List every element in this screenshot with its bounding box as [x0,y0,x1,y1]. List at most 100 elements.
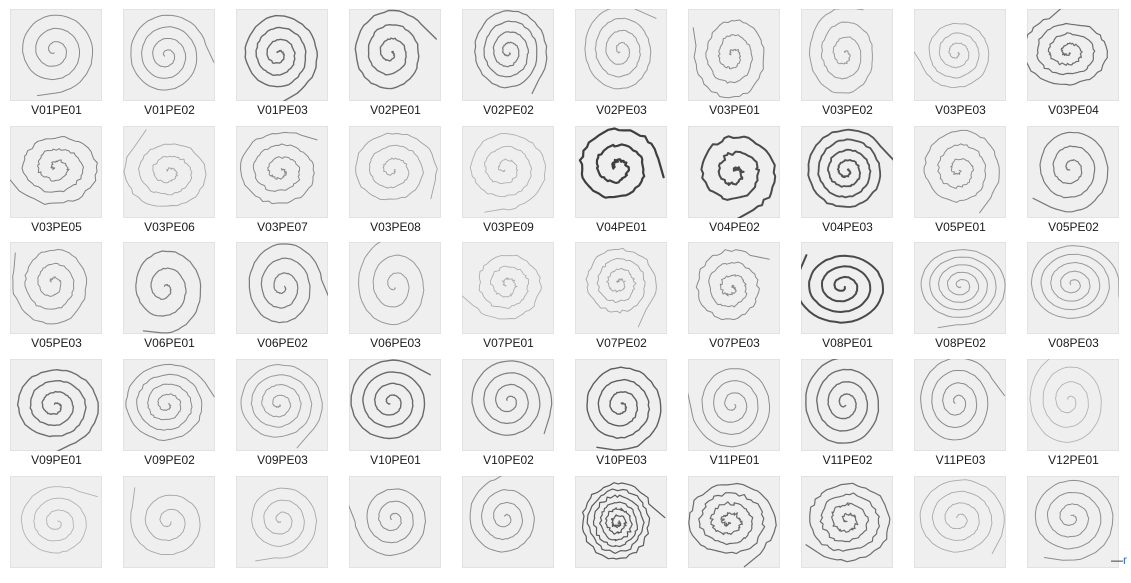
thumbnail-item[interactable]: V04PE02 [678,117,791,233]
thumbnail-item[interactable]: V09PE03 [226,350,339,466]
spiral-drawing-thumbnail[interactable] [914,359,1006,451]
thumbnail-item[interactable] [0,467,113,583]
thumbnail-item[interactable] [791,467,904,583]
spiral-drawing-thumbnail[interactable] [801,9,893,101]
thumbnail-item[interactable] [113,467,226,583]
spiral-drawing-thumbnail[interactable] [462,359,554,451]
spiral-drawing-thumbnail[interactable] [123,242,215,334]
spiral-drawing-thumbnail[interactable] [10,126,102,218]
spiral-drawing-thumbnail[interactable] [10,476,102,568]
thumbnail-item[interactable]: V09PE02 [113,350,226,466]
spiral-drawing-thumbnail[interactable] [236,359,328,451]
spiral-drawing-thumbnail[interactable] [462,9,554,101]
spiral-drawing-thumbnail[interactable] [914,242,1006,334]
thumbnail-item[interactable]: V02PE02 [452,0,565,116]
spiral-drawing-thumbnail[interactable] [236,242,328,334]
thumbnail-item[interactable] [904,467,1017,583]
spiral-drawing-thumbnail[interactable] [801,242,893,334]
thumbnail-item[interactable]: V03PE06 [113,117,226,233]
spiral-drawing-thumbnail[interactable] [349,476,441,568]
thumbnail-item[interactable] [678,467,791,583]
spiral-drawing-thumbnail[interactable] [688,9,780,101]
spiral-drawing-thumbnail[interactable] [123,476,215,568]
thumbnail-item[interactable]: V10PE02 [452,350,565,466]
spiral-drawing-thumbnail[interactable] [688,476,780,568]
thumbnail-item[interactable]: V03PE05 [0,117,113,233]
thumbnail-item[interactable]: V08PE02 [904,233,1017,349]
thumbnail-item[interactable]: V08PE01 [791,233,904,349]
thumbnail-item[interactable]: V09PE01 [0,350,113,466]
thumbnail-item[interactable] [452,467,565,583]
spiral-drawing-thumbnail[interactable] [914,9,1006,101]
spiral-drawing-thumbnail[interactable] [1027,126,1119,218]
window-corner-indicator[interactable]: —r [1111,554,1127,566]
spiral-drawing-thumbnail[interactable] [688,359,780,451]
thumbnail-item[interactable]: V03PE08 [339,117,452,233]
thumbnail-item[interactable]: V03PE04 [1017,0,1130,116]
spiral-drawing-thumbnail[interactable] [801,126,893,218]
spiral-drawing-thumbnail[interactable] [1027,476,1119,568]
spiral-drawing-thumbnail[interactable] [1027,9,1119,101]
thumbnail-item[interactable]: V05PE03 [0,233,113,349]
spiral-drawing-thumbnail[interactable] [462,242,554,334]
thumbnail-item[interactable]: V07PE01 [452,233,565,349]
spiral-drawing-thumbnail[interactable] [462,126,554,218]
thumbnail-item[interactable]: V01PE03 [226,0,339,116]
spiral-drawing-thumbnail[interactable] [1027,359,1119,451]
thumbnail-item[interactable]: V11PE02 [791,350,904,466]
spiral-drawing-thumbnail[interactable] [1027,242,1119,334]
thumbnail-item[interactable]: V03PE03 [904,0,1017,116]
spiral-drawing-thumbnail[interactable] [575,9,667,101]
spiral-drawing-thumbnail[interactable] [123,359,215,451]
thumbnail-item[interactable]: V01PE02 [113,0,226,116]
spiral-drawing-thumbnail[interactable] [801,476,893,568]
thumbnail-item[interactable]: V02PE03 [565,0,678,116]
spiral-drawing-thumbnail[interactable] [349,242,441,334]
thumbnail-item[interactable]: V07PE03 [678,233,791,349]
thumbnail-item[interactable]: V03PE01 [678,0,791,116]
thumbnail-item[interactable]: V06PE02 [226,233,339,349]
spiral-drawing-thumbnail[interactable] [575,359,667,451]
spiral-drawing-thumbnail[interactable] [575,242,667,334]
thumbnail-item[interactable]: V10PE01 [339,350,452,466]
spiral-drawing-thumbnail[interactable] [688,242,780,334]
spiral-drawing-thumbnail[interactable] [236,126,328,218]
thumbnail-item[interactable]: V08PE03 [1017,233,1130,349]
spiral-drawing-thumbnail[interactable] [914,126,1006,218]
spiral-drawing-thumbnail[interactable] [462,476,554,568]
spiral-drawing-thumbnail[interactable] [349,359,441,451]
thumbnail-item[interactable]: V03PE09 [452,117,565,233]
spiral-drawing-thumbnail[interactable] [914,476,1006,568]
spiral-drawing-thumbnail[interactable] [575,476,667,568]
spiral-drawing-thumbnail[interactable] [688,126,780,218]
spiral-drawing-thumbnail[interactable] [236,476,328,568]
thumbnail-item[interactable]: V03PE02 [791,0,904,116]
thumbnail-item[interactable]: V06PE03 [339,233,452,349]
thumbnail-item[interactable]: V04PE01 [565,117,678,233]
thumbnail-item[interactable]: V11PE03 [904,350,1017,466]
thumbnail-item[interactable]: V12PE01 [1017,350,1130,466]
thumbnail-item[interactable]: V05PE02 [1017,117,1130,233]
spiral-drawing-thumbnail[interactable] [575,126,667,218]
spiral-drawing-thumbnail[interactable] [10,242,102,334]
spiral-drawing-thumbnail[interactable] [801,359,893,451]
thumbnail-item[interactable]: V04PE03 [791,117,904,233]
spiral-drawing-thumbnail[interactable] [123,9,215,101]
spiral-drawing-thumbnail[interactable] [10,9,102,101]
spiral-drawing-thumbnail[interactable] [236,9,328,101]
thumbnail-item[interactable] [339,467,452,583]
thumbnail-item[interactable]: V07PE02 [565,233,678,349]
spiral-drawing-thumbnail[interactable] [349,9,441,101]
thumbnail-item[interactable]: V06PE01 [113,233,226,349]
thumbnail-item[interactable] [565,467,678,583]
thumbnail-item[interactable]: V01PE01 [0,0,113,116]
spiral-drawing-thumbnail[interactable] [349,126,441,218]
thumbnail-item[interactable]: V02PE01 [339,0,452,116]
thumbnail-item[interactable] [226,467,339,583]
thumbnail-item[interactable]: V10PE03 [565,350,678,466]
thumbnail-item[interactable]: V03PE07 [226,117,339,233]
thumbnail-item[interactable]: V05PE01 [904,117,1017,233]
spiral-drawing-thumbnail[interactable] [10,359,102,451]
thumbnail-item[interactable]: V11PE01 [678,350,791,466]
spiral-drawing-thumbnail[interactable] [123,126,215,218]
